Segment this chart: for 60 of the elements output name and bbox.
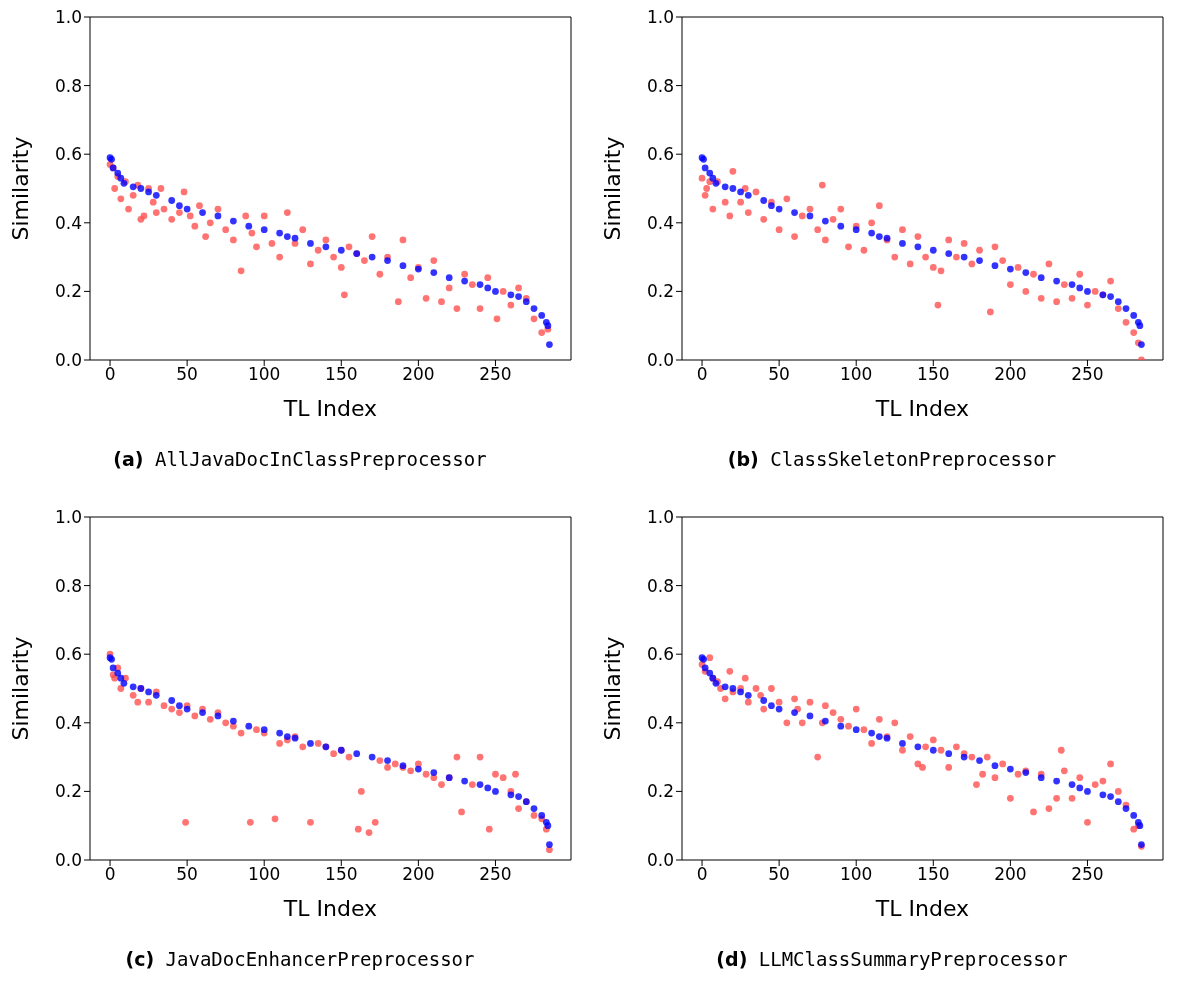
x-tick-label: 100 [247, 864, 281, 885]
y-tick-label: 0.0 [646, 850, 674, 871]
x-tick-label: 150 [325, 364, 358, 385]
x-tick-label: 150 [917, 364, 950, 385]
x-axis-title: TL Index [874, 396, 970, 421]
x-tick-label: 50 [176, 864, 198, 885]
x-tick-label: 250 [1071, 364, 1104, 385]
x-tick-label: 250 [479, 864, 512, 885]
y-axis-title: Similarity [599, 636, 625, 741]
y-tick-label: 0.6 [54, 144, 82, 165]
x-tick-label: 50 [768, 364, 790, 385]
x-tick-label: 150 [917, 864, 950, 885]
y-tick-label: 0.0 [54, 350, 82, 371]
y-tick-label: 0.8 [646, 575, 674, 596]
y-axis-title: Similarity [7, 636, 33, 741]
x-tick-label: 200 [402, 864, 435, 885]
y-axis-title: Similarity [7, 136, 33, 241]
y-tick-label: 0.0 [54, 850, 82, 871]
x-tick-label: 0 [696, 364, 708, 385]
x-tick-label: 100 [247, 364, 281, 385]
y-tick-label: 0.6 [646, 644, 674, 665]
x-tick-label: 250 [479, 364, 512, 385]
y-tick-label: 0.0 [646, 350, 674, 371]
x-tick-label: 100 [839, 864, 873, 885]
x-axis-title: TL Index [874, 896, 970, 921]
y-tick-label: 0.4 [54, 712, 82, 733]
text: (b) ClassSkeletonPreprocessor [727, 448, 1057, 470]
y-tick-label: 0.2 [646, 781, 674, 802]
text: (a) AllJavaDocInClassPreprocessor [113, 448, 487, 470]
y-tick-label: 0.6 [646, 144, 674, 165]
x-axis-title: TL Index [282, 896, 378, 921]
y-tick-label: 1.0 [54, 7, 82, 28]
x-tick-label: 200 [994, 364, 1027, 385]
y-tick-label: 1.0 [646, 7, 674, 28]
text: (d) LLMClassSummaryPreprocessor [716, 948, 1068, 970]
x-tick-label: 250 [1071, 864, 1104, 885]
x-tick-label: 50 [768, 864, 790, 885]
y-tick-label: 0.8 [54, 75, 82, 96]
y-tick-label: 0.8 [54, 575, 82, 596]
text: (c) JavaDocEnhancerPreprocessor [125, 948, 475, 970]
y-tick-label: 0.2 [54, 781, 82, 802]
y-tick-label: 0.4 [54, 212, 82, 233]
y-tick-label: 0.8 [646, 75, 674, 96]
x-tick-label: 0 [104, 364, 116, 385]
y-tick-label: 0.2 [646, 281, 674, 302]
x-tick-label: 0 [104, 864, 116, 885]
y-tick-label: 0.4 [646, 212, 674, 233]
x-tick-label: 200 [994, 864, 1027, 885]
y-tick-label: 0.6 [54, 644, 82, 665]
y-axis-title: Similarity [599, 136, 625, 241]
y-tick-label: 1.0 [646, 507, 674, 528]
y-tick-label: 1.0 [54, 507, 82, 528]
y-tick-label: 0.4 [646, 712, 674, 733]
y-tick-label: 0.2 [54, 281, 82, 302]
x-tick-label: 0 [696, 864, 708, 885]
x-tick-label: 100 [839, 364, 873, 385]
x-tick-label: 200 [402, 364, 435, 385]
x-tick-label: 50 [176, 364, 198, 385]
x-axis-title: TL Index [282, 396, 378, 421]
x-tick-label: 150 [325, 864, 358, 885]
